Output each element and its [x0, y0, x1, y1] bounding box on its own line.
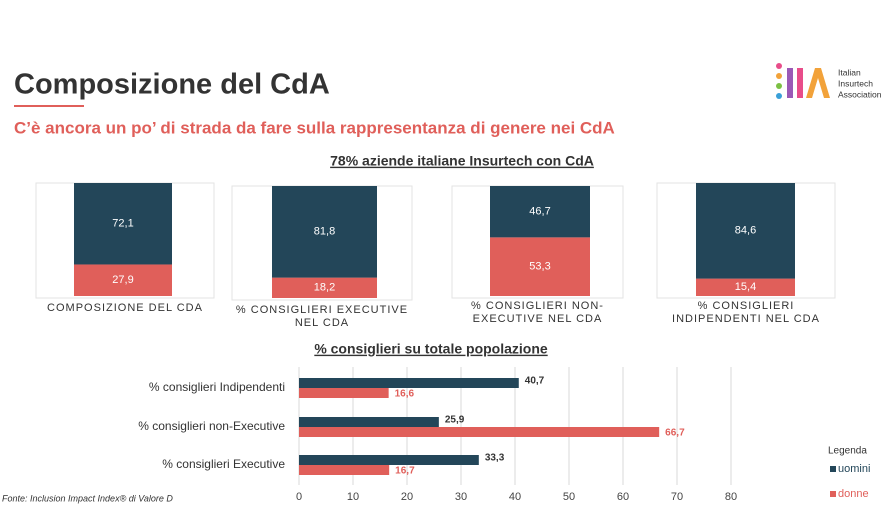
legend-title: Legenda [828, 446, 867, 457]
logo-dot [776, 83, 782, 89]
data-label: 66,7 [665, 428, 685, 439]
legend-swatch [830, 491, 836, 497]
bar-segment [74, 183, 172, 265]
data-label: 25,9 [445, 415, 465, 426]
x-tick-label: 80 [725, 491, 737, 503]
data-label: 40,7 [525, 376, 545, 387]
data-label: 18,2 [314, 282, 335, 294]
logo-text: Association [838, 89, 882, 99]
bar-segment [696, 278, 795, 296]
category-label: % CONSIGLIERI EXECUTIVE NEL CDA [235, 304, 409, 329]
logo: Italian Insurtech Association [776, 63, 882, 99]
bar-segment [272, 186, 377, 278]
data-label: 84,6 [735, 225, 756, 237]
data-label: 33,3 [485, 453, 505, 464]
x-tick-label: 70 [671, 491, 683, 503]
x-tick-label: 0 [296, 491, 302, 503]
data-label: 46,7 [529, 206, 550, 218]
legend-label: donne [838, 488, 869, 500]
logo-a [806, 68, 830, 98]
logo-bar [787, 68, 793, 98]
legend-swatch [830, 466, 836, 472]
x-tick-label: 30 [455, 491, 467, 503]
bar [299, 388, 389, 398]
bar-segment [490, 186, 590, 238]
section-heading: 78% aziende italiane Insurtech con CdA [330, 153, 594, 169]
bar [299, 455, 479, 465]
data-label: 81,8 [314, 226, 335, 238]
bar-segment [696, 183, 795, 279]
category-label: COMPOSIZIONE DEL CDA [47, 302, 203, 314]
data-label: 72,1 [112, 218, 133, 230]
y-tick-label: % consiglieri Executive [162, 457, 285, 471]
data-label: 16,6 [395, 389, 415, 400]
data-label: 53,3 [529, 261, 550, 273]
x-tick-label: 60 [617, 491, 629, 503]
x-tick-label: 40 [509, 491, 521, 503]
title: Composizione del CdA [14, 69, 330, 101]
bar-segment [272, 277, 377, 298]
chart-title: % consiglieri su totale popolazione [314, 341, 548, 357]
logo-dot [776, 93, 782, 99]
category-label: % CONSIGLIERI NON-EXECUTIVE NEL CDA [471, 300, 604, 325]
logo-bar [797, 68, 803, 98]
bar [299, 378, 519, 388]
data-label: 16,7 [395, 466, 415, 477]
bar-segment [74, 264, 172, 296]
x-tick-label: 10 [347, 491, 359, 503]
logo-text: Italian [838, 67, 861, 77]
legend-label: uomini [838, 463, 870, 475]
subtitle: C’è ancora un po’ di strada da fare sull… [14, 118, 615, 137]
logo-text: Insurtech [838, 78, 873, 88]
x-tick-label: 50 [563, 491, 575, 503]
logo-dot [776, 63, 782, 69]
y-tick-label: % consiglieri non-Executive [138, 419, 285, 433]
bar [299, 417, 439, 427]
category-label: % CONSIGLIERI INDIPENDENTI NEL CDA [672, 300, 820, 325]
data-label: 27,9 [112, 274, 133, 286]
data-label: 15,4 [735, 281, 756, 293]
footnote: Fonte: Inclusion Impact Index® di Valore… [2, 493, 173, 503]
bar [299, 427, 660, 437]
bar [299, 465, 390, 475]
logo-dot [776, 73, 782, 79]
y-tick-label: % consiglieri Indipendenti [149, 380, 285, 394]
x-tick-label: 20 [401, 491, 413, 503]
bar-segment [490, 237, 590, 296]
